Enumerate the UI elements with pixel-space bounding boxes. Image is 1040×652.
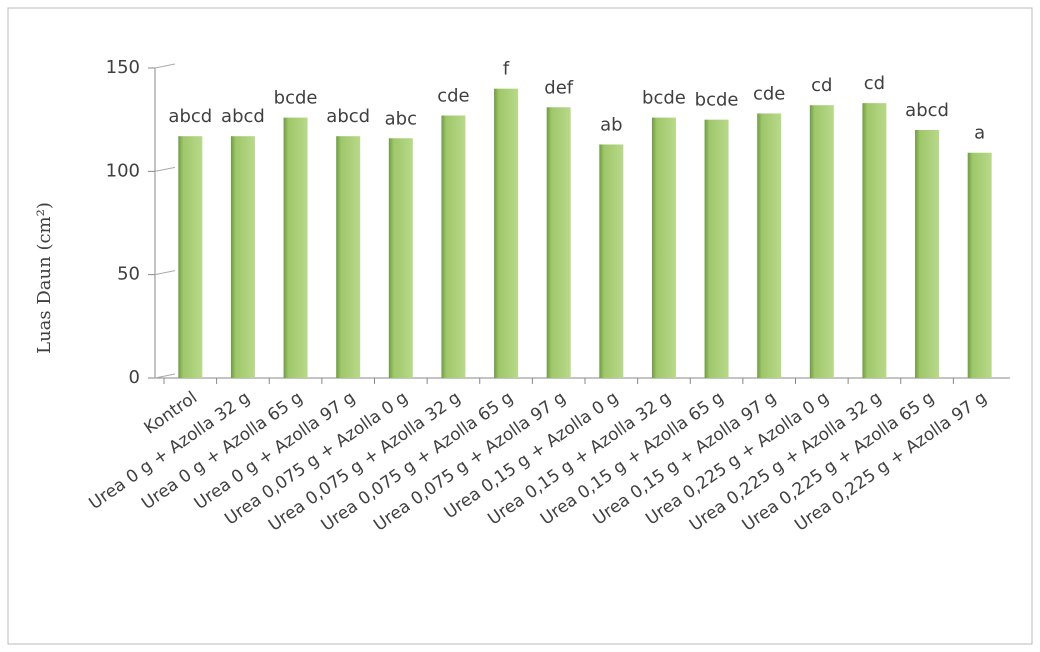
bar: [862, 103, 887, 378]
annotation: f: [503, 59, 510, 80]
grid-line: [154, 373, 176, 379]
y-tick-label: 50: [117, 264, 140, 285]
bar: [915, 130, 940, 378]
annotation: abc: [385, 108, 417, 129]
annotation: cd: [811, 75, 832, 96]
bar: [388, 138, 413, 378]
bar: [599, 144, 624, 378]
y-tick-label: 0: [129, 367, 140, 388]
annotation: abcd: [905, 100, 949, 121]
annotation: abcd: [221, 106, 265, 127]
bar: [809, 105, 834, 378]
bar: [967, 152, 992, 378]
grid-line: [154, 166, 176, 172]
bar: [441, 115, 466, 379]
y-axis-label: Luas Daun (cm²): [34, 202, 55, 354]
annotation: cd: [864, 73, 885, 94]
grid-line: [154, 63, 176, 69]
y-tick-label: 100: [106, 160, 140, 181]
bar: [757, 113, 782, 378]
bar: [178, 136, 203, 378]
frame: [7, 7, 1033, 645]
annotation: ab: [600, 114, 622, 135]
annotation: abcd: [326, 106, 370, 127]
annotation: cde: [753, 83, 785, 104]
bar: [283, 117, 308, 378]
annotation: bcde: [695, 90, 739, 111]
bar: [230, 136, 255, 378]
annotation: bcde: [274, 88, 318, 109]
y-tick-label: 150: [106, 57, 140, 78]
grid-line: [154, 270, 176, 276]
bar: [651, 117, 676, 378]
annotation: a: [974, 123, 985, 144]
bar: [336, 136, 361, 378]
bar: [494, 88, 519, 379]
annotation: def: [544, 77, 574, 98]
annotation: abcd: [168, 106, 212, 127]
bar: [704, 119, 729, 379]
annotation: bcde: [642, 88, 686, 109]
annotation: cde: [437, 86, 469, 107]
bar: [546, 107, 571, 379]
